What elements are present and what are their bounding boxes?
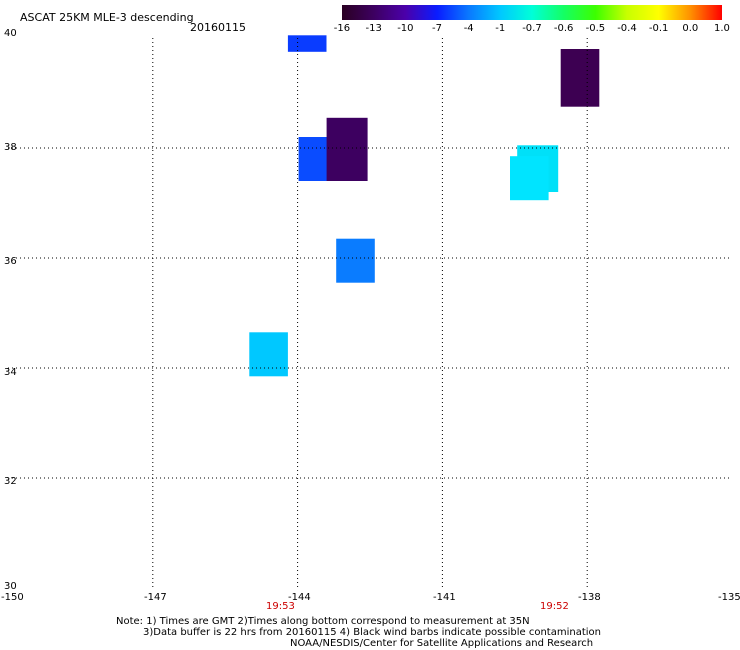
wind-cells — [249, 35, 600, 377]
colorbar-label-9: -0.4 — [617, 23, 637, 34]
colorbar-label-7: -0.6 — [553, 23, 574, 34]
map-date: 20160115 — [190, 21, 246, 34]
map-title: ASCAT 25KM MLE-3 descending — [20, 11, 194, 24]
pass-time-1953: 19:53 — [266, 601, 295, 612]
colorbar-label-6: -0.7 — [522, 23, 542, 34]
lon-label--144: -144 — [288, 592, 311, 603]
lat-label-30: 30 — [4, 581, 17, 592]
lon-label--147: -147 — [144, 592, 167, 603]
lon-label--135: -135 — [718, 592, 740, 603]
lat-label-40: 40 — [4, 28, 17, 39]
colorbar-gradient — [342, 5, 722, 20]
lon-label--141: -141 — [433, 592, 456, 603]
wind-cell-2 — [298, 137, 329, 181]
pass-time-1952: 19:52 — [540, 601, 569, 612]
lat-label-36: 36 — [4, 256, 17, 267]
wind-cell-1 — [560, 49, 600, 107]
colorbar-label-1: -13 — [365, 23, 382, 34]
wind-cell-7 — [249, 332, 288, 377]
colorbar-label-11: 0.0 — [682, 23, 699, 34]
lat-label-32: 32 — [4, 476, 17, 487]
colorbar-label-4: -4 — [463, 23, 474, 34]
lat-label-38: 38 — [4, 142, 17, 153]
lon-label--138: -138 — [578, 592, 601, 603]
wind-cell-0 — [287, 35, 327, 52]
colorbar-label-8: -0.5 — [585, 23, 606, 34]
wind-cell-6 — [336, 238, 375, 283]
note-line-3: NOAA/NESDIS/Center for Satellite Applica… — [290, 638, 594, 649]
wind-cell-5 — [510, 156, 549, 201]
graticule — [8, 38, 732, 588]
lon-label--150: -150 — [1, 592, 24, 603]
colorbar-label-10: -0.1 — [648, 23, 669, 34]
colorbar-label-2: -10 — [397, 23, 414, 34]
colorbar-label-0: -16 — [333, 23, 351, 34]
lat-label-34: 34 — [4, 367, 17, 378]
wind-cell-3 — [326, 117, 368, 181]
colorbar-label-12: 1.0 — [714, 23, 730, 34]
note-line-1: Note: 1) Times are GMT 2)Times along bot… — [116, 616, 530, 627]
colorbar — [342, 5, 722, 20]
colorbar-label-5: -1 — [495, 23, 506, 34]
colorbar-label-3: -7 — [432, 23, 442, 34]
note-line-2: 3)Data buffer is 22 hrs from 20160115 4)… — [143, 627, 601, 638]
